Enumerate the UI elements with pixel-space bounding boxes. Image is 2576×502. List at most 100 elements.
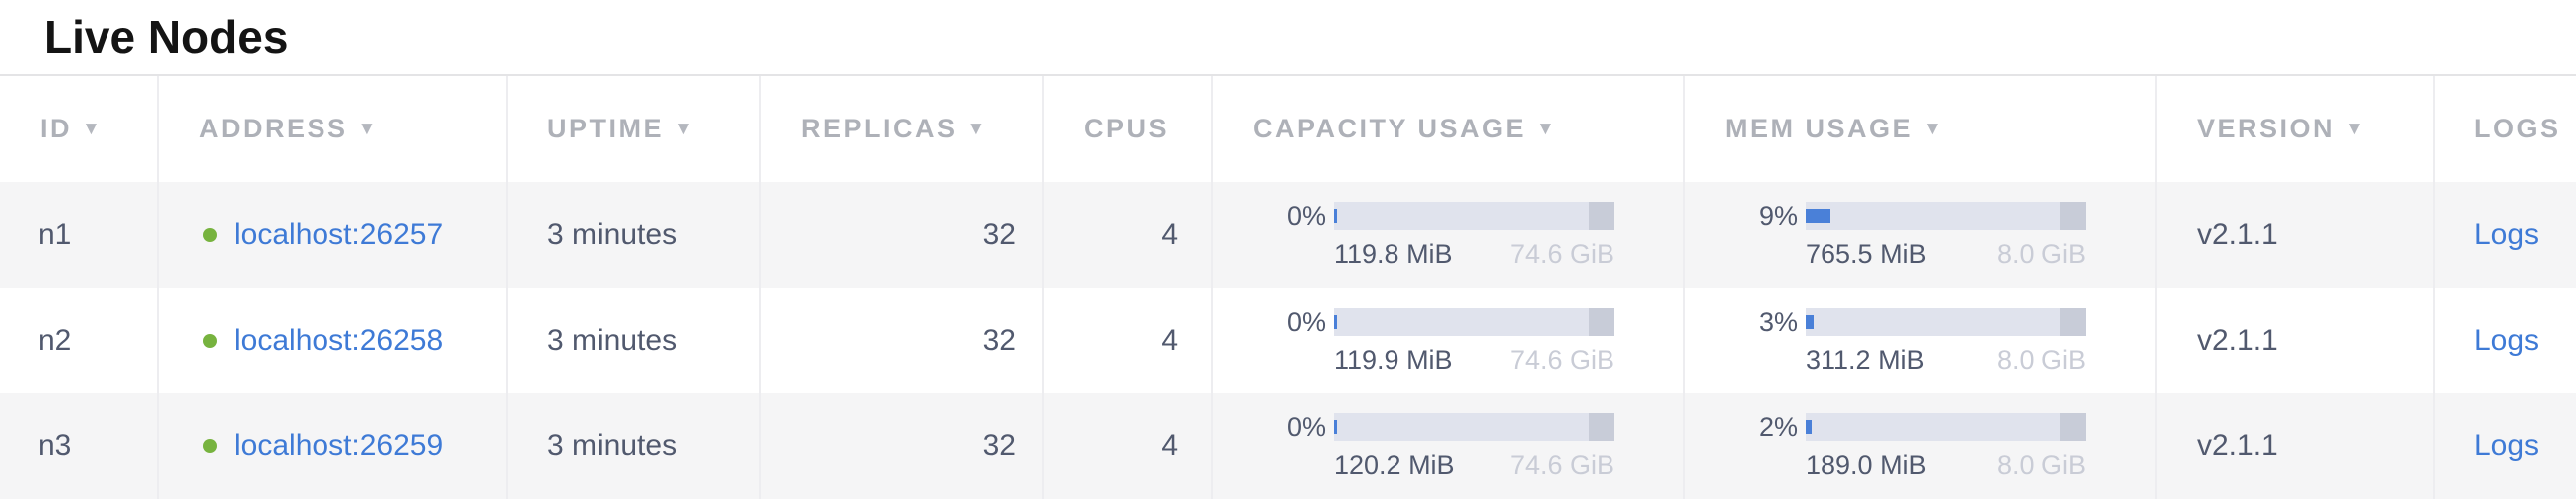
capacity-total-value: 74.6 GiB [1509,238,1614,269]
mem-usage-cell: 2% 189.0 MiB 8.0 GiB [1683,393,2155,499]
column-header-label: LOGS [2474,114,2561,143]
mem-usage-bar-end-block [2060,202,2086,230]
logs-cell: Logs [2433,288,2576,393]
mem-usage-bar [1806,413,2086,441]
node-address-cell: localhost:26258 [157,288,506,393]
uptime-cell: 3 minutes [506,393,759,499]
column-header-label: UPTIME [547,114,665,143]
column-header-label: ID [40,114,72,143]
sort-desc-icon[interactable]: ▼ [674,118,693,139]
sort-desc-icon[interactable]: ▼ [2345,118,2364,139]
mem-total-value: 8.0 GiB [1996,238,2086,269]
capacity-usage-bar-fill [1334,315,1337,329]
node-id-cell: n1 [38,218,72,251]
table-header-row: ID ▼ ADDRESS ▼ UPTIME ▼ REPLICAS ▼ CPUS CAPACITY … [0,76,2576,182]
logs-link[interactable]: Logs [2474,429,2540,462]
sort-desc-icon[interactable]: ▼ [966,118,986,139]
capacity-usage-percent: 0% [1286,411,1326,442]
mem-total-value: 8.0 GiB [1996,449,2086,480]
sort-desc-icon[interactable]: ▼ [82,118,101,139]
table-row: n3 localhost:26259 3 minutes 32 4 0% 120.2 MiB… [0,393,2576,499]
capacity-usage-cell: 0% 119.8 MiB 74.6 GiB [1211,182,1683,288]
replicas-cell: 32 [759,288,1042,393]
mem-usage-bar-fill [1806,315,1814,329]
mem-usage: 3% 311.2 MiB 8.0 GiB [1754,307,2086,376]
column-header-label: CPUS [1084,114,1170,143]
mem-usage-bar-fill [1806,209,1830,223]
capacity-usage-percent: 0% [1286,306,1326,337]
live-status-icon [203,439,217,453]
node-address-link[interactable]: localhost:26258 [234,324,444,357]
column-header-id[interactable]: ID ▼ [0,76,157,182]
node-address-cell: localhost:26259 [157,393,506,499]
column-header-label: MEM USAGE [1725,114,1914,143]
column-header-logs: LOGS [2433,76,2576,182]
capacity-used-value: 119.9 MiB [1334,344,1453,375]
capacity-usage: 0% 119.9 MiB 74.6 GiB [1282,307,1614,376]
node-address-link[interactable]: localhost:26257 [234,218,444,251]
column-header-label: REPLICAS [801,114,958,143]
column-header-cpus: CPUS [1042,76,1211,182]
column-header-version[interactable]: VERSION ▼ [2155,76,2433,182]
version-cell: v2.1.1 [2155,288,2433,393]
capacity-usage-bar-end-block [1589,413,1614,441]
capacity-usage-bar-fill [1334,209,1337,223]
capacity-usage-bar-fill [1334,420,1337,434]
column-header-label: CAPACITY USAGE [1253,114,1527,143]
mem-used-value: 311.2 MiB [1806,344,1925,375]
sort-desc-icon[interactable]: ▼ [1923,118,1942,139]
logs-link[interactable]: Logs [2474,324,2540,357]
cpus-cell: 4 [1042,182,1211,288]
capacity-total-value: 74.6 GiB [1509,344,1614,375]
cpus-cell: 4 [1042,393,1211,499]
node-id-cell: n2 [38,324,72,357]
node-address-cell: localhost:26257 [157,182,506,288]
mem-usage-bar-end-block [2060,308,2086,336]
mem-usage-percent: 9% [1758,200,1798,231]
mem-usage: 9% 765.5 MiB 8.0 GiB [1754,201,2086,270]
column-header-uptime[interactable]: UPTIME ▼ [506,76,759,182]
logs-cell: Logs [2433,182,2576,288]
column-header-label: ADDRESS [199,114,348,143]
column-header-address[interactable]: ADDRESS ▼ [157,76,506,182]
page-title: Live Nodes [0,0,2576,76]
capacity-usage-cell: 0% 120.2 MiB 74.6 GiB [1211,393,1683,499]
node-address-link[interactable]: localhost:26259 [234,429,444,462]
cpus-cell: 4 [1042,288,1211,393]
sort-desc-icon[interactable]: ▼ [1536,118,1555,139]
capacity-usage: 0% 120.2 MiB 74.6 GiB [1282,412,1614,481]
uptime-cell: 3 minutes [506,182,759,288]
mem-usage-bar-end-block [2060,413,2086,441]
logs-link[interactable]: Logs [2474,218,2540,251]
column-header-replicas[interactable]: REPLICAS ▼ [759,76,1042,182]
column-header-label: VERSION [2197,114,2336,143]
capacity-usage-cell: 0% 119.9 MiB 74.6 GiB [1211,288,1683,393]
version-cell: v2.1.1 [2155,393,2433,499]
capacity-usage-bar [1334,413,1614,441]
capacity-usage-bar-end-block [1589,308,1614,336]
capacity-used-value: 120.2 MiB [1334,449,1455,480]
capacity-usage: 0% 119.8 MiB 74.6 GiB [1282,201,1614,270]
capacity-usage-percent: 0% [1286,200,1326,231]
column-header-capacity[interactable]: CAPACITY USAGE ▼ [1211,76,1683,182]
replicas-cell: 32 [759,393,1042,499]
table-row: n1 localhost:26257 3 minutes 32 4 0% 119.8 MiB… [0,182,2576,288]
capacity-usage-bar [1334,308,1614,336]
mem-usage-cell: 3% 311.2 MiB 8.0 GiB [1683,288,2155,393]
capacity-used-value: 119.8 MiB [1334,238,1453,269]
mem-usage: 2% 189.0 MiB 8.0 GiB [1754,412,2086,481]
live-status-icon [203,334,217,348]
capacity-total-value: 74.6 GiB [1509,449,1614,480]
capacity-usage-bar-end-block [1589,202,1614,230]
capacity-usage-bar [1334,202,1614,230]
uptime-cell: 3 minutes [506,288,759,393]
column-header-mem[interactable]: MEM USAGE ▼ [1683,76,2155,182]
sort-desc-icon[interactable]: ▼ [357,118,377,139]
table-body: n1 localhost:26257 3 minutes 32 4 0% 119.8 MiB… [0,182,2576,499]
logs-cell: Logs [2433,393,2576,499]
mem-used-value: 765.5 MiB [1806,238,1927,269]
mem-usage-bar [1806,202,2086,230]
mem-usage-percent: 2% [1758,411,1798,442]
mem-usage-bar-fill [1806,420,1812,434]
